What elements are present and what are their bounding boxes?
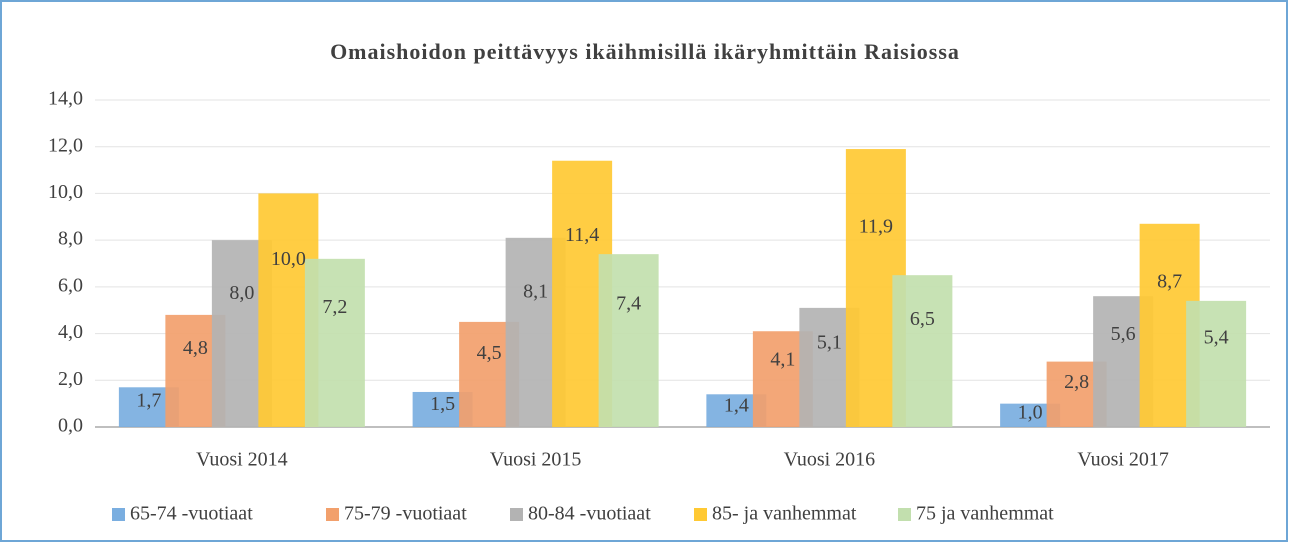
x-tick-label: Vuosi 2014 bbox=[196, 449, 288, 471]
legend-swatch bbox=[326, 508, 339, 521]
legend-swatch bbox=[694, 508, 707, 521]
data-label: 8,7 bbox=[1157, 270, 1182, 292]
legend-label: 80-84 -vuotiaat bbox=[528, 503, 651, 525]
legend-label: 75-79 -vuotiaat bbox=[344, 503, 467, 525]
data-label: 7,4 bbox=[616, 292, 641, 314]
y-tick-label: 8,0 bbox=[58, 228, 83, 250]
y-tick-label: 6,0 bbox=[58, 274, 83, 296]
data-label: 4,1 bbox=[770, 349, 795, 371]
legend-label: 65-74 -vuotiaat bbox=[130, 503, 253, 525]
legend-swatch bbox=[898, 508, 911, 521]
data-label: 4,8 bbox=[183, 337, 208, 359]
bar bbox=[892, 275, 953, 427]
data-label: 4,5 bbox=[477, 342, 502, 364]
data-label: 1,7 bbox=[136, 390, 161, 412]
y-tick-label: 10,0 bbox=[48, 181, 83, 203]
data-label: 8,0 bbox=[229, 282, 254, 304]
chart-title: Omaishoidon peittävyys ikäihmisillä ikär… bbox=[330, 39, 960, 64]
data-label: 1,4 bbox=[724, 395, 749, 417]
legend-swatch bbox=[510, 508, 523, 521]
data-label: 1,0 bbox=[1018, 402, 1043, 424]
y-tick-label: 4,0 bbox=[58, 321, 83, 343]
data-label: 5,6 bbox=[1111, 323, 1136, 345]
data-label: 1,5 bbox=[430, 393, 455, 415]
data-label: 6,5 bbox=[910, 308, 935, 330]
y-tick-label: 2,0 bbox=[58, 368, 83, 390]
data-label: 5,4 bbox=[1204, 327, 1229, 349]
y-tick-label: 12,0 bbox=[48, 134, 83, 156]
x-tick-label: Vuosi 2017 bbox=[1077, 449, 1169, 471]
data-label: 2,8 bbox=[1064, 371, 1089, 393]
legend-swatch bbox=[112, 508, 125, 521]
x-tick-label: Vuosi 2016 bbox=[784, 449, 876, 471]
y-tick-label: 14,0 bbox=[48, 88, 83, 110]
bar bbox=[304, 258, 365, 427]
bar bbox=[598, 254, 659, 427]
legend-label: 85- ja vanhemmat bbox=[712, 503, 857, 525]
y-tick-label: 0,0 bbox=[58, 415, 83, 437]
bar bbox=[1000, 403, 1061, 427]
bar bbox=[1186, 300, 1247, 427]
x-tick-label: Vuosi 2015 bbox=[490, 449, 582, 471]
data-label: 8,1 bbox=[523, 280, 548, 302]
data-label: 7,2 bbox=[322, 296, 347, 318]
data-label: 11,9 bbox=[859, 216, 893, 238]
data-label: 10,0 bbox=[271, 248, 306, 270]
data-label: 5,1 bbox=[817, 332, 842, 354]
legend-label: 75 ja vanhemmat bbox=[916, 503, 1054, 525]
data-label: 11,4 bbox=[565, 224, 599, 246]
